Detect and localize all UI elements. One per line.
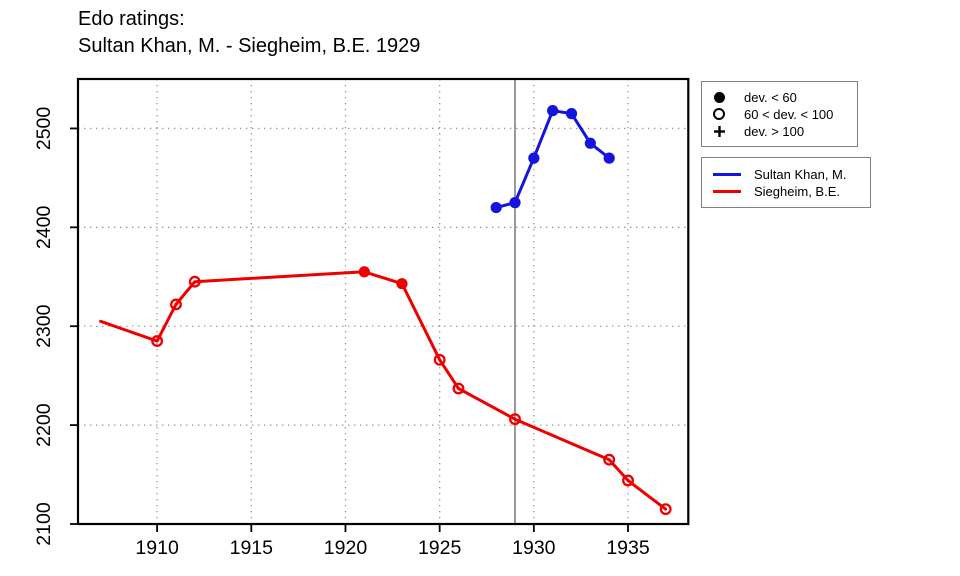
x-tick-label: 1925	[418, 537, 462, 559]
data-point-open	[169, 298, 182, 311]
chart-title: Edo ratings: Sultan Khan, M. - Siegheim,…	[78, 6, 420, 60]
legend-label: 60 < dev. < 100	[744, 106, 834, 122]
legend-row-player1: Sultan Khan, M.	[702, 166, 870, 183]
legend-row-dev-mid: 60 < dev. < 100	[702, 106, 857, 123]
legend-row-dev-high: dev. > 100	[702, 123, 857, 140]
data-point-filled	[509, 197, 521, 209]
y-tick-label: 2200	[33, 403, 55, 447]
legend-row-player2: Siegheim, B.E.	[702, 183, 870, 200]
legend-label: Siegheim, B.E.	[754, 183, 840, 199]
data-point-open	[188, 275, 201, 288]
data-point-open	[151, 335, 164, 348]
data-point-filled	[528, 152, 540, 164]
series-line	[494, 109, 611, 210]
legend-players: Sultan Khan, M. Siegheim, B.E.	[701, 157, 871, 208]
data-point-open	[603, 453, 616, 466]
series-line	[99, 270, 668, 511]
legend-label: Sultan Khan, M.	[754, 166, 847, 182]
player1-line-swatch	[713, 172, 741, 176]
legend-deviation: dev. < 60 60 < dev. < 100 dev. > 100	[701, 81, 858, 147]
data-point-filled	[547, 105, 559, 117]
data-point-filled	[584, 137, 596, 149]
data-point-open	[452, 382, 465, 395]
data-point-open	[509, 413, 521, 426]
y-tick-label: 2300	[33, 304, 55, 348]
legend-row-dev-low: dev. < 60	[702, 89, 857, 106]
x-tick-label: 1915	[230, 537, 274, 559]
plot-border	[76, 77, 690, 526]
x-tick-label: 1910	[135, 537, 179, 559]
x-tick-label: 1920	[324, 537, 368, 559]
data-point-filled	[358, 266, 370, 278]
chart-title-line1: Edo ratings:	[78, 8, 185, 30]
chart-title-line2: Sultan Khan, M. - Siegheim, B.E. 1929	[78, 35, 421, 57]
player2-line-swatch	[713, 189, 741, 193]
data-point-open	[659, 503, 672, 516]
x-tick-label: 1935	[606, 537, 650, 559]
legend-label: dev. < 60	[744, 89, 797, 105]
data-point-open	[433, 353, 446, 366]
data-point-filled	[396, 278, 408, 290]
data-point-open	[622, 474, 634, 487]
y-tick-label: 2100	[33, 502, 55, 546]
y-tick-label: 2400	[33, 205, 55, 249]
data-point-filled	[603, 152, 615, 164]
y-tick-label: 2500	[33, 107, 55, 151]
plus-icon	[711, 125, 727, 138]
data-point-filled	[490, 201, 502, 214]
x-tick-label: 1930	[512, 537, 556, 559]
open-circle-icon	[711, 108, 727, 120]
data-point-filled	[565, 108, 578, 120]
legend-label: dev. > 100	[744, 123, 805, 139]
filled-circle-icon	[711, 91, 727, 103]
